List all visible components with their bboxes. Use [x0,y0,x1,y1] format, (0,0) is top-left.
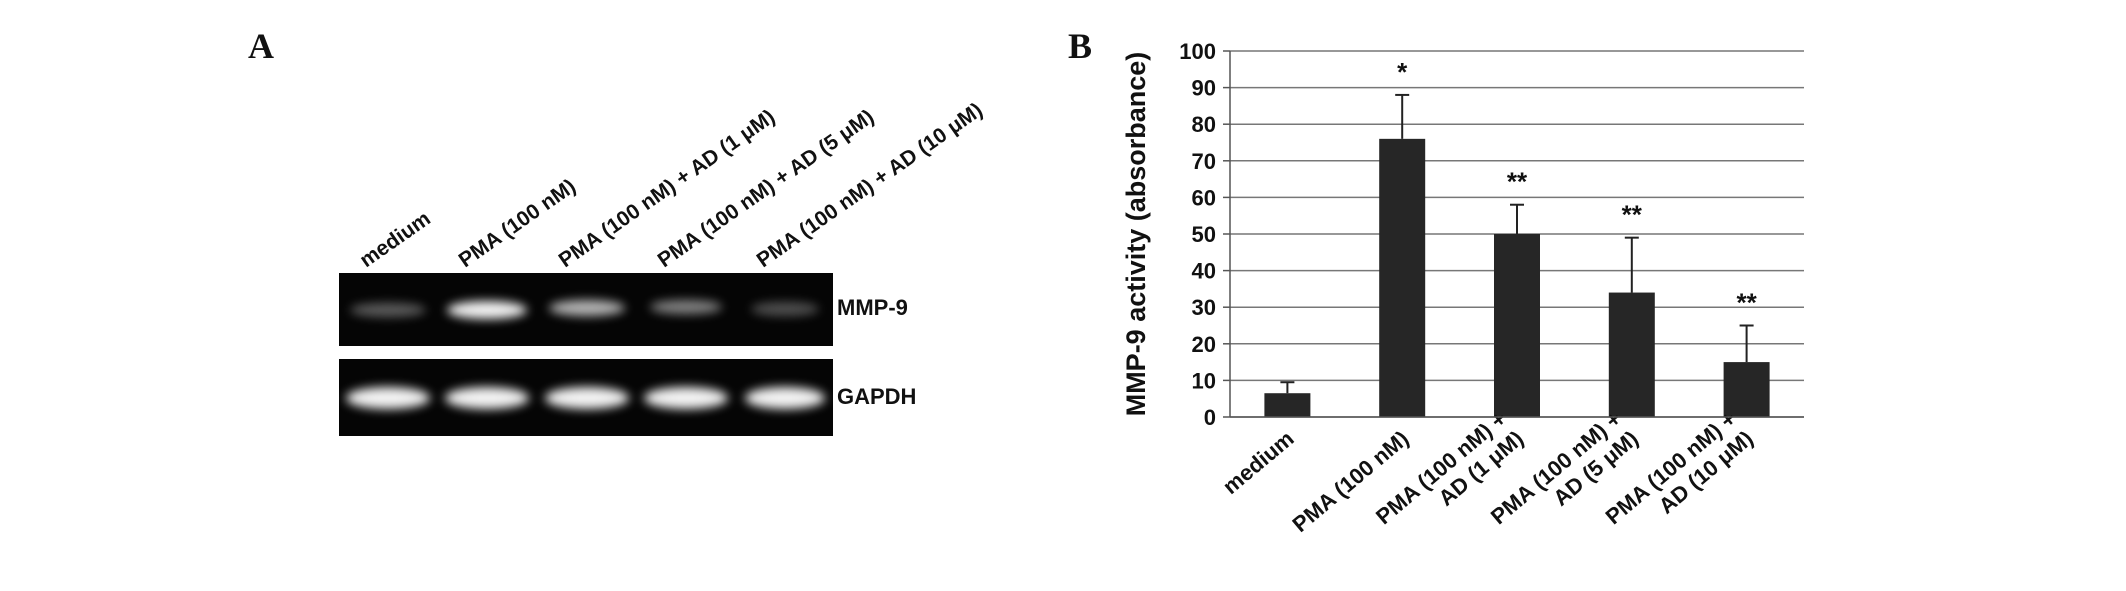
band [650,300,722,314]
band [745,387,825,409]
band [545,387,629,409]
band [549,300,625,316]
band [350,303,426,317]
y-tick-label: 30 [1192,295,1216,320]
y-tick-label: 90 [1192,76,1216,101]
significance: ** [1507,167,1528,197]
error-bar [1395,93,1410,139]
error-bar [1739,324,1754,363]
error-bar [1280,381,1295,394]
band [445,387,529,409]
bar [1494,234,1540,417]
y-tick-label: 60 [1192,185,1216,210]
panel-label: B [1068,26,1092,66]
significance: ** [1736,288,1757,318]
error-bar [1624,236,1639,293]
band [751,302,819,316]
band [346,387,430,409]
gene-label: GAPDH [837,384,916,409]
y-tick-label: 40 [1192,259,1216,284]
gel: MMP-9 GAPDH [339,273,916,436]
significance: ** [1622,200,1643,230]
error-bar [1510,203,1524,234]
y-tick-label: 100 [1179,39,1216,64]
y-tick-label: 80 [1192,112,1216,137]
bar [1723,362,1770,417]
bands [346,300,825,409]
band [447,301,527,319]
bar [1608,292,1655,417]
band [644,387,728,409]
panel-label: A [248,26,274,66]
y-tick-label: 10 [1192,368,1216,393]
significance: * [1397,57,1408,87]
y-tick-label: 20 [1192,332,1216,357]
x-tick-line: medium [1218,426,1299,499]
y-tick-label: 0 [1204,405,1216,430]
y-axis-label: MMP-9 activity (absorbance) [1121,52,1151,417]
gene-label: MMP-9 [837,295,908,320]
bar [1379,138,1426,417]
y-tick-label: 50 [1192,222,1216,247]
x-tick-label: medium [1218,426,1299,499]
y-tick-label: 70 [1192,149,1216,174]
bar [1264,393,1311,417]
lane-label: medium [356,207,435,272]
